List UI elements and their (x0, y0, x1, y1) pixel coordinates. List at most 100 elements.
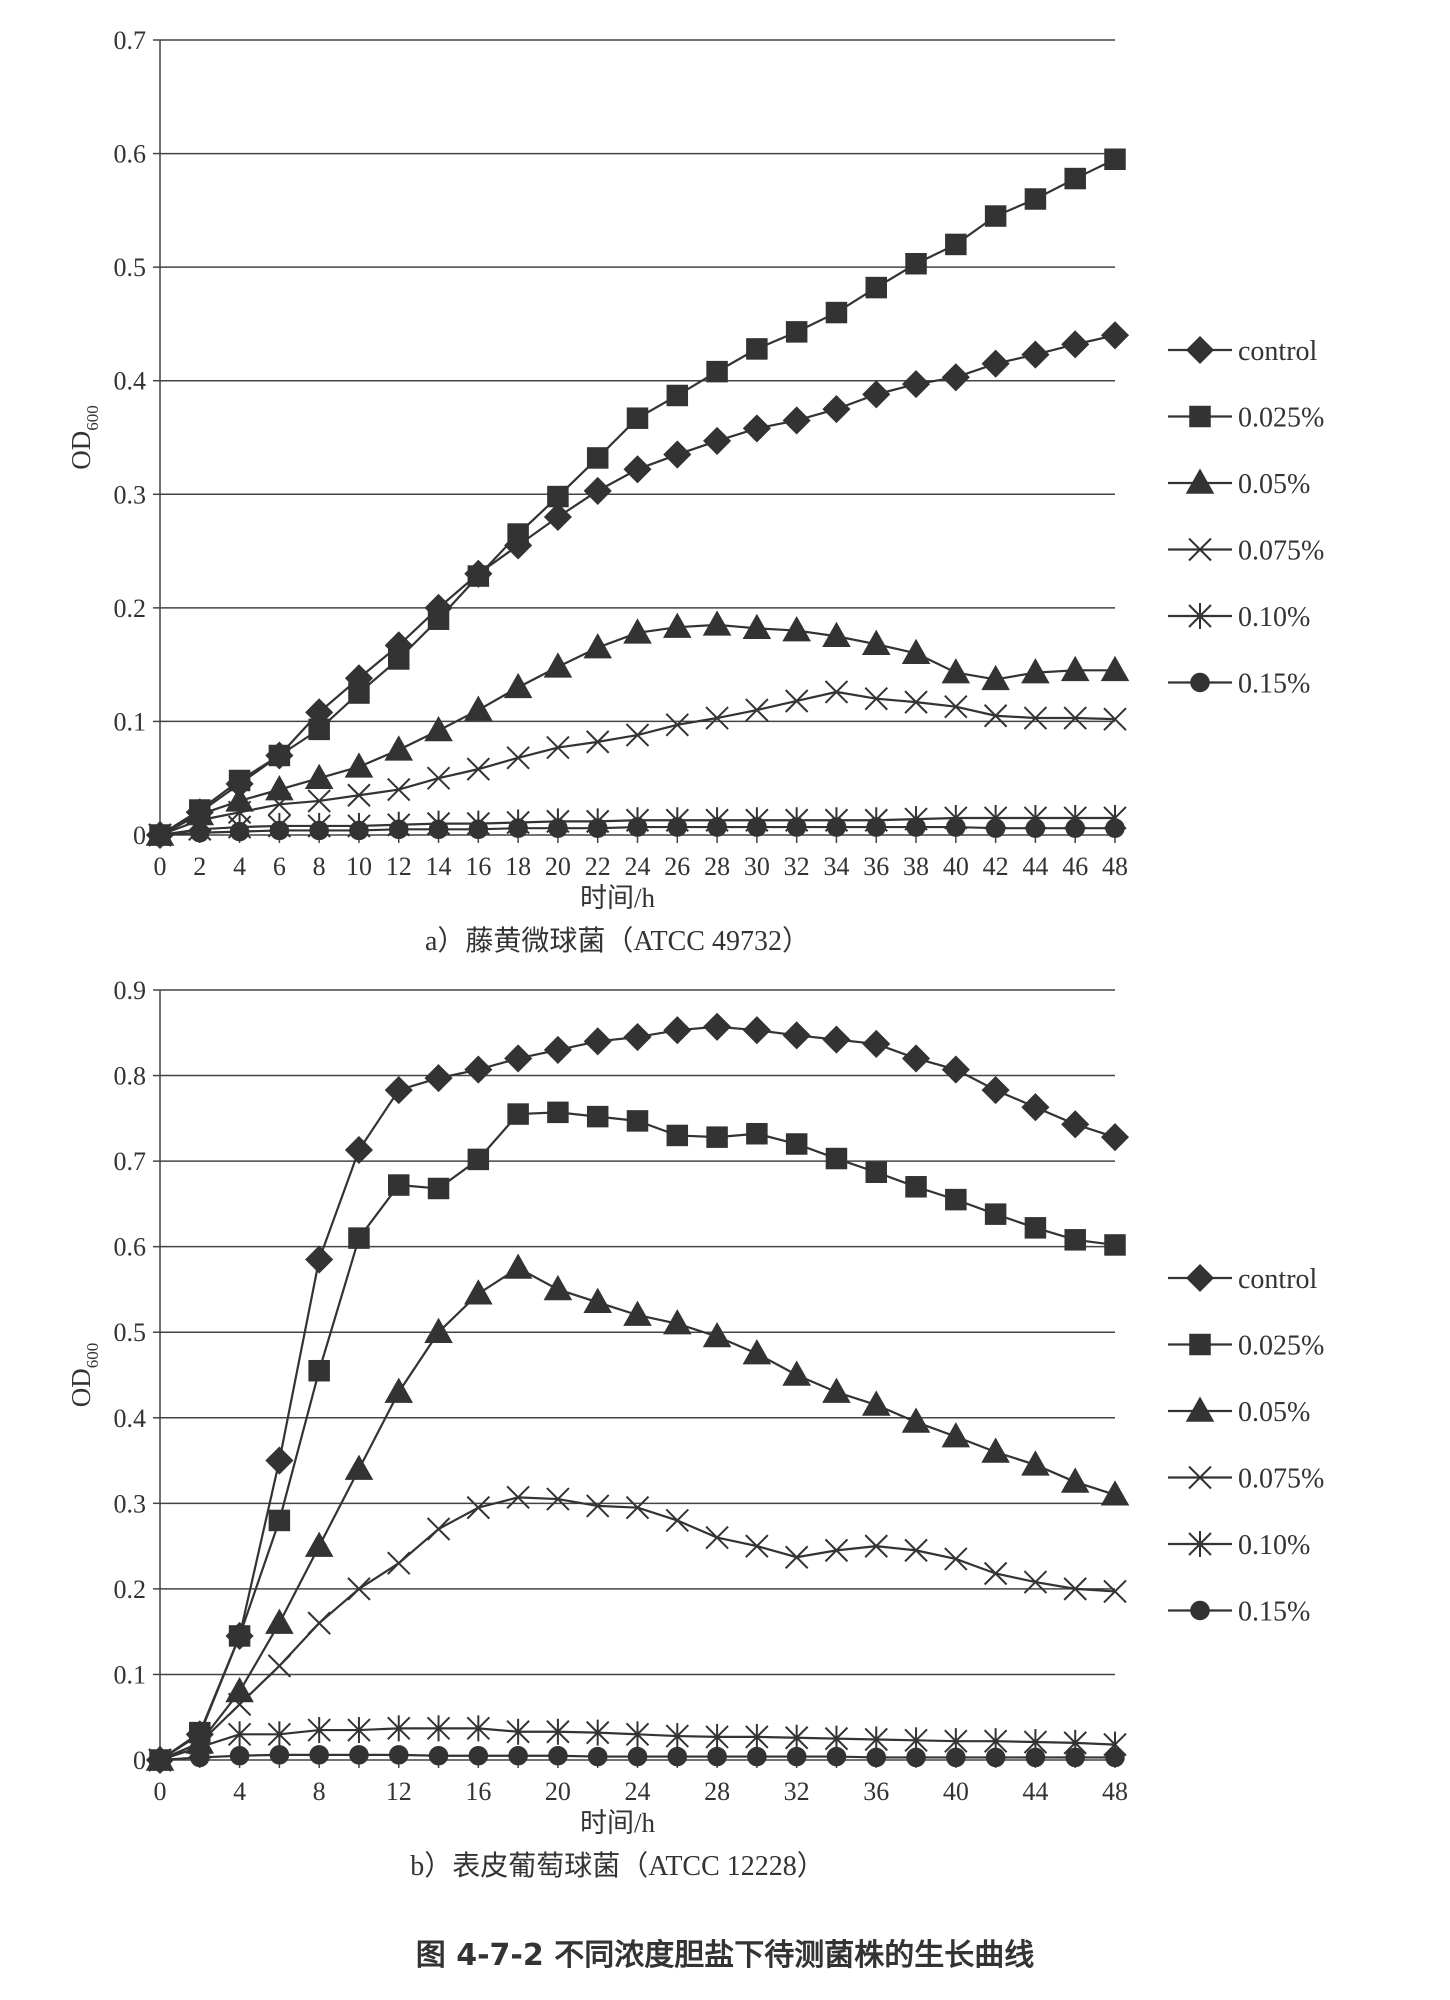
data-point (267, 792, 292, 817)
data-point (389, 1745, 409, 1765)
data-point (190, 822, 210, 843)
data-point (904, 690, 928, 714)
x-tick-label: 28 (704, 1777, 730, 1806)
data-point (663, 440, 692, 469)
data-point (269, 1745, 290, 1765)
data-point (705, 1525, 729, 1550)
series-triangle (145, 1253, 1130, 1771)
x-tick-label: 24 (625, 1777, 651, 1806)
data-point (1065, 1747, 1085, 1768)
x-tick-label: 16 (465, 1777, 491, 1806)
data-point (1065, 818, 1085, 838)
data-point (785, 321, 808, 343)
data-point (426, 766, 451, 790)
data-point (507, 523, 529, 545)
data-point (586, 730, 610, 754)
x-tick-label: 40 (943, 852, 969, 881)
series-square (149, 1101, 1126, 1771)
data-point (625, 1495, 650, 1520)
x-tick-label: 36 (863, 852, 889, 881)
y-tick-label: 0.2 (114, 1575, 147, 1604)
data-point (428, 1745, 449, 1766)
legend-marker (1185, 1396, 1215, 1422)
data-point (308, 718, 330, 741)
y-tick-label: 0.7 (114, 26, 147, 55)
data-point (625, 723, 650, 747)
data-point (304, 1531, 334, 1557)
data-point (424, 1064, 453, 1093)
x-tick-label: 12 (386, 852, 412, 881)
data-point (1104, 148, 1126, 170)
legend-item: 0.025% (1168, 403, 1324, 434)
data-point (941, 1422, 971, 1448)
data-point (747, 1746, 767, 1767)
data-point (468, 1745, 489, 1766)
data-point (466, 1495, 491, 1520)
data-point (507, 1103, 529, 1125)
data-point (784, 689, 809, 713)
data-point (985, 818, 1006, 838)
data-point (747, 817, 767, 837)
data-point (307, 1611, 331, 1635)
legend-marker (1190, 1600, 1210, 1621)
data-point (548, 818, 568, 838)
data-point (1023, 1570, 1048, 1594)
x-tick-label: 40 (943, 1777, 969, 1806)
data-point (866, 1747, 886, 1768)
data-point (587, 818, 608, 838)
legend-marker (1189, 1333, 1211, 1356)
data-point (466, 1715, 491, 1742)
data-point (265, 1608, 294, 1634)
data-point (702, 610, 732, 636)
legend-item: 0.025% (1168, 1331, 1324, 1362)
data-point (307, 789, 331, 813)
data-point (309, 1745, 329, 1765)
data-point (267, 1654, 292, 1678)
chart-b: 00.10.20.30.40.50.60.70.80.90 4 8 12 16 20 24 2… (66, 976, 1324, 1882)
data-point (862, 380, 891, 409)
data-point (384, 1377, 414, 1403)
data-point (782, 616, 811, 642)
data-point (984, 205, 1007, 227)
data-point (742, 1016, 771, 1045)
data-point (426, 1517, 451, 1541)
x-tick-label: 6 (273, 852, 286, 881)
data-point (745, 1723, 769, 1750)
x-tick-label: 36 (863, 1777, 889, 1806)
chart-subtitle: b）表皮葡萄球菌（ATCC 12228） (410, 1850, 825, 1882)
data-point (941, 363, 970, 392)
data-point (547, 1101, 569, 1124)
x-tick-label: 32 (784, 1777, 810, 1806)
x-tick-label: 34 (823, 852, 849, 881)
data-point (384, 1076, 413, 1105)
data-point (389, 819, 409, 840)
data-point (384, 735, 414, 761)
data-point (861, 629, 891, 655)
legend-item: 0.075% (1168, 536, 1324, 567)
legend-label: 0.075% (1238, 536, 1324, 567)
y-tick-label: 0 (133, 1746, 146, 1775)
data-point (706, 1126, 728, 1148)
series-circle (150, 817, 1125, 845)
data-point (946, 1747, 966, 1768)
data-point (626, 1110, 649, 1132)
x-tick-label: 0 (154, 1777, 167, 1806)
data-point (1025, 818, 1046, 838)
data-point (822, 395, 851, 424)
data-point (707, 817, 727, 837)
data-point (944, 694, 968, 719)
data-point (349, 820, 369, 841)
data-point (665, 1508, 689, 1533)
data-point (901, 370, 931, 399)
y-tick-label: 0.5 (114, 253, 147, 282)
data-point (1024, 188, 1047, 210)
data-point (504, 1044, 533, 1073)
x-tick-label: 48 (1102, 852, 1128, 881)
x-tick-label: 8 (313, 852, 326, 881)
data-point (426, 1715, 451, 1742)
legend-item: 0.15% (1168, 1597, 1310, 1628)
data-point (227, 1692, 252, 1717)
data-point (548, 1745, 568, 1766)
legend-marker (1185, 335, 1215, 365)
data-point (663, 1016, 692, 1045)
